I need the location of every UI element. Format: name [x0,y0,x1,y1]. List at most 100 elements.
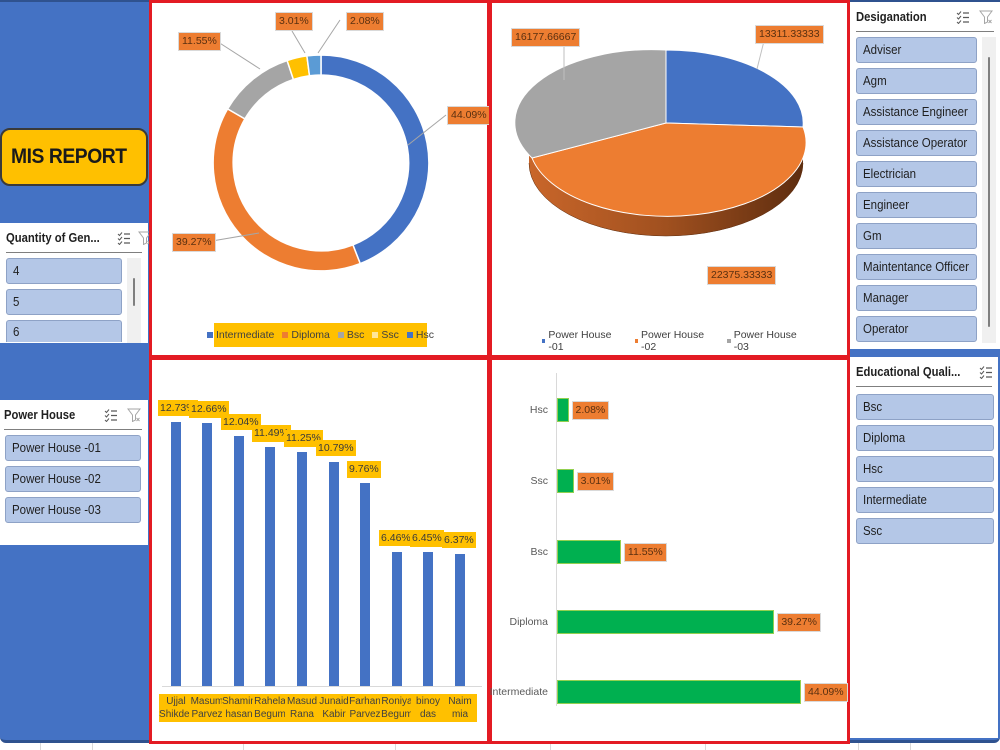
category-label: Shamim hasan [222,694,259,722]
doughnut-slice-hsc [306,54,322,77]
employee-bar-chart-panel[interactable]: 12.73% Ujjal Shikder 12.66% Masum Parvez 12.04… [149,357,490,744]
slicer-scrollbar[interactable] [982,37,996,343]
bar[interactable] [423,552,433,686]
sheet-gridline [40,743,41,750]
slicer-item[interactable]: Assistance Operator [856,130,977,156]
category-label: Masum Parvez [190,694,224,722]
sheet-gridline [395,743,396,750]
slicer-item[interactable]: 5 [6,289,122,315]
bar[interactable] [557,469,574,493]
slicer-item[interactable]: Hsc [856,456,994,482]
slicer-item[interactable]: Maintentance Officer [856,254,977,280]
slicer-education: Educational Quali... Bsc Diploma Hsc Int… [850,357,998,738]
bar[interactable] [202,423,212,686]
slicer-item[interactable]: Agm [856,68,977,94]
bar[interactable] [360,483,370,686]
category-label: Roniya Begum [380,694,414,722]
slicer-item[interactable]: Diploma [856,425,994,451]
data-label: 11.55% [623,543,667,562]
slicer-item[interactable]: Engineer [856,192,977,218]
multi-select-icon[interactable] [117,230,131,246]
slicer-item[interactable]: Power House -01 [5,435,141,461]
data-label: 2.08% [571,401,610,420]
data-label: 3.01% [576,472,615,491]
slicer-item[interactable]: Power House -03 [5,497,141,523]
bar[interactable] [557,680,801,704]
multi-select-icon[interactable] [955,9,971,25]
scrollbar-thumb[interactable] [988,57,990,327]
bar[interactable] [557,610,775,634]
bar[interactable] [265,447,275,686]
slicer-power-house: Power House Power House -01 Power House … [0,400,148,545]
slicer-item[interactable]: Gm [856,223,977,249]
data-label: 10.79% [316,439,356,457]
education-bar-chart-panel[interactable]: Hsc 2.08% Ssc 3.01% Bsc 11.55% Diploma 39.27% In… [489,357,850,744]
data-label: 16177.66667 [511,28,581,47]
slicer-item[interactable]: Electrician [856,161,977,187]
data-label: 11.55% [178,32,221,51]
category-label: Masud Rana [285,694,319,722]
legend-entry: Hsc [406,329,434,341]
data-label: 44.09% [447,106,491,125]
legend-swatch [542,339,546,343]
doughnut-slice-bsc [226,59,295,120]
bar[interactable] [455,553,465,686]
legend-entry: Diploma [282,329,330,341]
bar[interactable] [171,421,181,686]
category-label: Diploma [509,616,548,628]
slicer-item[interactable]: Power House -02 [5,466,141,492]
legend-swatch [207,332,213,338]
clear-filter-icon[interactable] [978,9,994,25]
legend-swatch [406,332,413,338]
doughnut-legend: Intermediate Diploma Bsc Ssc Hsc [207,323,434,347]
bar[interactable] [392,551,402,686]
doughnut-slice-intermediate [320,54,430,265]
scrollbar-thumb[interactable] [133,278,135,306]
slicer-item[interactable]: 4 [6,258,122,284]
mis-report-label: MIS REPORT [11,145,127,168]
data-label: 39.27% [172,233,216,252]
data-label: 9.76% [347,461,381,478]
legend-swatch [372,332,379,338]
slicer-scrollbar[interactable] [127,258,141,343]
slicer-item[interactable]: Bsc [856,394,994,420]
slicer-item[interactable]: 6 [6,320,122,342]
bar[interactable] [234,435,244,686]
legend-swatch [727,339,731,343]
clear-filter-icon[interactable] [126,407,142,423]
bar[interactable] [329,461,339,686]
slicer-item[interactable]: Operator [856,316,977,342]
slicer-item[interactable]: Manager [856,285,977,311]
bar[interactable] [557,398,569,422]
slicer-item[interactable]: Adviser [856,37,977,63]
slicer-header: Power House [4,400,142,430]
data-label: 11.25% [284,430,323,447]
vertical-bar-chart: 12.73% Ujjal Shikder 12.66% Masum Parvez 12.04… [152,360,487,741]
bar[interactable] [297,452,307,686]
left-sidebar [0,0,150,743]
data-label: 6.37% [442,531,476,549]
pie-slice-power-house-03 [514,49,667,159]
doughnut-chart-panel[interactable]: 44.09% 39.27% 11.55% 3.01% 2.08% Interme… [149,0,491,358]
data-label: 12.04% [221,413,261,431]
slicer-header: Educational Quali... [856,357,992,387]
bar[interactable] [557,540,621,564]
slicer-header: Quantity of Gen... [6,223,153,253]
mis-report-button[interactable]: MIS REPORT [0,128,148,186]
category-label: binoy das [411,694,445,722]
slicer-title: Desiganation [856,9,927,24]
legend-swatch [282,332,289,338]
pie-chart-panel[interactable]: 13311.33333 22375.33333 16177.66667 Powe… [489,0,850,358]
multi-select-icon[interactable] [103,407,119,423]
legend-swatch [337,332,344,338]
slicer-item[interactable]: Intermediate [856,487,994,513]
category-label: Farhan Parvez [348,694,382,722]
legend-entry: Ssc [372,329,399,341]
slicer-item[interactable]: Ssc [856,518,994,544]
data-label: 6.45% [410,530,444,547]
data-label: 44.09% [804,683,848,702]
slicer-title: Power House [4,407,76,422]
slicer-item[interactable]: Assistance Engineer [856,99,977,125]
category-label: Hsc [529,404,548,416]
multi-select-icon[interactable] [979,364,993,380]
